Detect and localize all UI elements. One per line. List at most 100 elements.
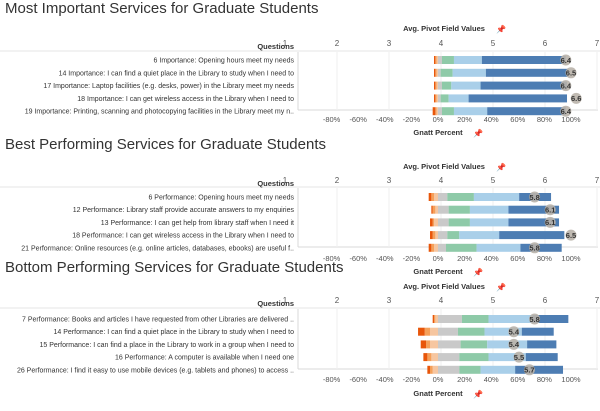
row-label: 17 Importance: Laptop facilities (e.g. d…: [43, 83, 294, 90]
mean-marker: [508, 326, 520, 338]
bar-segment-1: [434, 94, 436, 103]
bar-segment-1: [427, 365, 431, 374]
bar-segment-4: [438, 231, 448, 240]
pin-icon: 📌: [496, 24, 506, 34]
top-tick-label: 5: [491, 296, 496, 305]
top-tick-label: 4: [439, 176, 444, 185]
top-tick-label: 3: [387, 39, 392, 48]
bar-segment-4: [438, 205, 449, 214]
rows-header: Questions: [257, 299, 294, 308]
mean-value-label: 6.1: [545, 206, 555, 215]
mean-value-label: 5.4: [509, 340, 520, 349]
bar-segment-1: [434, 56, 436, 64]
bar-segment-7: [520, 243, 562, 252]
mean-marker: [523, 364, 535, 376]
mean-value-label: 5.7: [524, 366, 534, 375]
bar-segment-4: [438, 327, 458, 336]
bar-segment-1: [423, 353, 428, 362]
bar-segment-2: [435, 107, 437, 116]
bar-segment-5: [440, 68, 453, 77]
mean-value-label: 5.8: [529, 193, 539, 202]
chart-title: Most Important Services for Graduate Stu…: [5, 0, 319, 17]
mean-marker: [565, 67, 577, 79]
bar-segment-5: [445, 243, 477, 252]
top-tick-label: 2: [335, 39, 340, 48]
bar-segment-2: [435, 56, 437, 64]
top-tick-label: 1: [283, 39, 288, 48]
bar-segment-3: [436, 107, 438, 116]
mean-marker: [560, 80, 572, 92]
mean-marker: [508, 338, 520, 350]
row-label: 15 Performance: I can find a place in th…: [40, 342, 295, 349]
bar-segment-3: [435, 231, 438, 240]
bar-segment-3: [434, 218, 438, 227]
bar-segment-2: [424, 327, 431, 336]
bar-segment-4: [438, 193, 448, 201]
bottom-axis-title: Gnatt Percent: [413, 389, 463, 398]
bar-segment-5: [441, 81, 452, 90]
bar-segment-5: [441, 107, 454, 116]
bottom-tick-label: -40%: [376, 375, 394, 384]
mean-value-label: 5.5: [514, 353, 524, 362]
bar-segment-6: [459, 231, 500, 240]
bar-segment-5: [447, 231, 460, 240]
bar-segment-5: [448, 218, 470, 227]
bar-segment-4: [438, 315, 462, 323]
bar-segment-5: [440, 94, 449, 103]
bar-segment-6: [488, 315, 533, 323]
bottom-tick-label: 20%: [457, 254, 472, 263]
bar-segment-4: [438, 243, 446, 252]
mean-value-label: 5.8: [529, 244, 539, 253]
chart-title: Best Performing Services for Graduate St…: [5, 136, 326, 153]
bar-segment-2: [432, 231, 436, 240]
top-tick-label: 1: [283, 176, 288, 185]
bar-segment-5: [459, 353, 489, 362]
bottom-tick-label: 0%: [433, 254, 444, 263]
bottom-tick-label: 0%: [433, 115, 444, 124]
top-tick-label: 6: [543, 296, 548, 305]
bar-segment-1: [432, 315, 435, 323]
top-axis-title: Avg. Pivot Field Values: [403, 162, 485, 171]
bar-segment-4: [438, 81, 442, 90]
chart-panel-best-performing: Best Performing Services for Graduate St…: [0, 136, 600, 277]
mean-marker: [529, 242, 541, 254]
mean-value-label: 6.5: [566, 69, 576, 78]
bar-segment-2: [432, 205, 436, 214]
bottom-tick-label: -60%: [349, 254, 367, 263]
row-label: 16 Performance: A computer is available …: [115, 355, 294, 362]
top-tick-label: 5: [491, 176, 496, 185]
mean-value-label: 6.4: [561, 81, 572, 90]
bar-segment-1: [430, 218, 433, 227]
row-label: 14 Performance: I can find a quiet place…: [54, 329, 295, 336]
bar-segment-2: [427, 353, 432, 362]
row-label: 12 Performance: Library staff provide ac…: [73, 207, 295, 214]
bottom-tick-label: 80%: [537, 375, 552, 384]
mean-marker: [560, 105, 572, 117]
top-tick-label: 6: [543, 176, 548, 185]
bottom-tick-label: 40%: [484, 375, 499, 384]
top-tick-label: 4: [439, 39, 444, 48]
mean-value-label: 5.4: [509, 328, 520, 337]
bar-segment-2: [431, 243, 435, 252]
row-label: 18 Importance: I can get wireless access…: [77, 96, 294, 103]
bar-segment-6: [453, 56, 482, 64]
bottom-tick-label: 20%: [457, 115, 472, 124]
bar-segment-3: [435, 315, 438, 323]
bar-segment-7: [468, 94, 568, 103]
bar-segment-1: [432, 107, 436, 116]
bar-segment-5: [448, 205, 470, 214]
bar-segment-7: [525, 353, 558, 362]
top-tick-label: 7: [595, 176, 600, 185]
bar-segment-6: [487, 340, 528, 349]
bar-segment-1: [418, 327, 425, 336]
bar-segment-1: [431, 205, 433, 214]
mean-marker: [529, 313, 541, 325]
row-label: 6 Importance: Opening hours meet my need…: [154, 58, 295, 65]
bar-segment-5: [461, 315, 489, 323]
bottom-tick-label: 100%: [561, 115, 581, 124]
bar-segment-6: [484, 327, 522, 336]
bar-segment-4: [438, 68, 441, 77]
bar-segment-2: [431, 193, 435, 201]
top-tick-label: 2: [335, 296, 340, 305]
top-tick-label: 1: [283, 296, 288, 305]
